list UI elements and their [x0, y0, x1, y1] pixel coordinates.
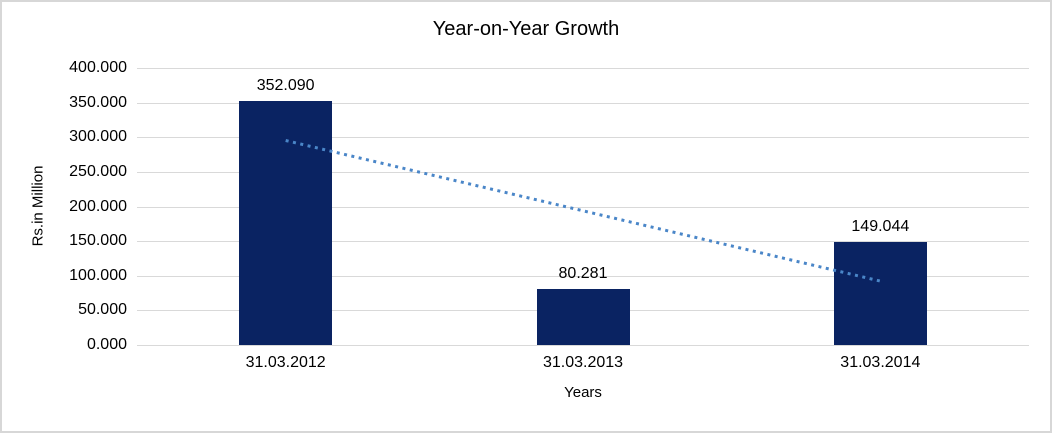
y-tick-label: 400.000	[69, 59, 127, 76]
gridline	[137, 206, 1029, 208]
x-category-label: 31.03.2012	[245, 354, 326, 371]
y-tick-label: 250.000	[69, 162, 127, 180]
gridline	[137, 345, 1029, 346]
bar	[536, 289, 630, 345]
trendline	[285, 139, 881, 283]
x-axis-title: Years	[564, 384, 602, 401]
gridline	[137, 171, 1029, 173]
plot-area: 352.090 80.281 149.044	[137, 68, 1029, 346]
y-tick-label: 300.000	[69, 128, 127, 146]
bar-value-label: 80.281	[558, 265, 608, 283]
x-category-label: 31.03.2013	[542, 354, 624, 371]
bar	[833, 241, 927, 345]
y-tick-label: 50.000	[78, 301, 127, 319]
gridline	[137, 241, 1029, 243]
bar-value-label: 149.044	[851, 217, 910, 235]
y-tick-label: 100.000	[69, 266, 127, 284]
y-tick-label: 0.000	[86, 336, 127, 353]
gridline	[137, 137, 1029, 139]
y-tick-label: 350.000	[69, 93, 127, 111]
gridline	[137, 102, 1029, 104]
y-tick-label: 200.000	[69, 197, 127, 215]
gridline	[137, 68, 1029, 69]
trendline-layer	[285, 139, 881, 283]
y-tick-label: 150.000	[69, 232, 127, 250]
x-category-label: 31.03.2014	[840, 354, 921, 371]
chart-title: Year-on-Year Growth	[432, 18, 620, 40]
bar-value-label: 352.090	[256, 77, 315, 95]
gridline	[137, 275, 1029, 277]
